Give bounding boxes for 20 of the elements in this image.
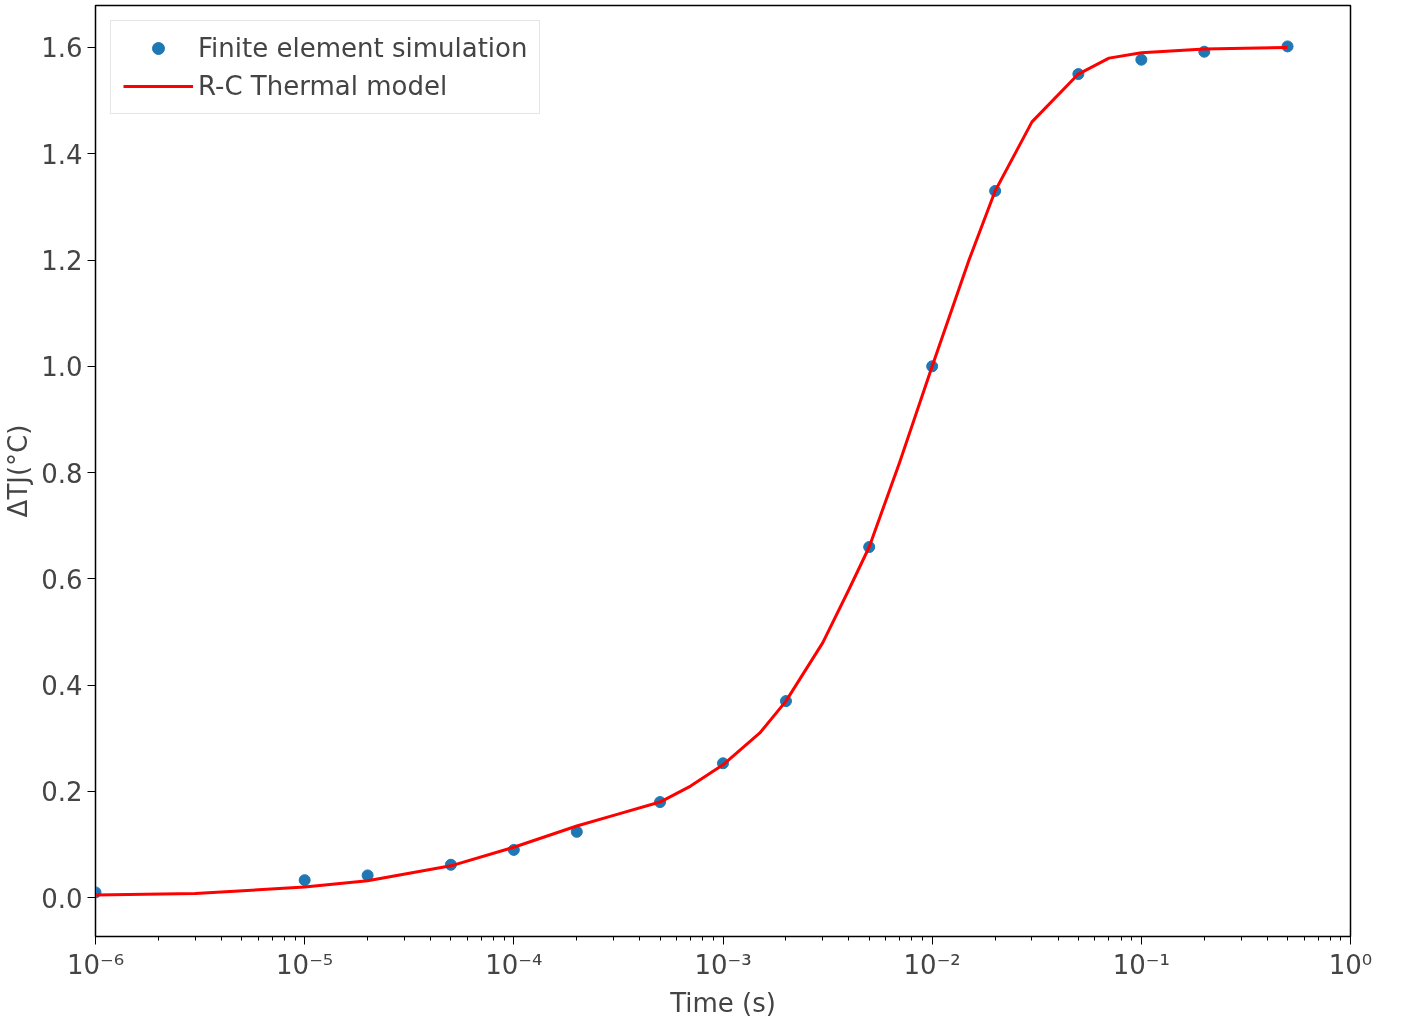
x-axis-title: Time (s)	[669, 987, 776, 1018]
y-tick-label: 1.0	[41, 352, 83, 383]
y-tick-label: 1.6	[41, 33, 83, 64]
y-tick-label: 0.8	[41, 458, 83, 489]
x-tick-label: 10⁻⁴	[485, 949, 543, 980]
x-tick-label: 10⁻⁵	[276, 949, 334, 980]
y-axis-title: ΔTJ(°C)	[3, 424, 34, 518]
x-tick-label: 10⁻³	[694, 949, 752, 980]
x-tick-label: 10⁻¹	[1112, 949, 1170, 980]
y-tick-label: 1.4	[41, 139, 83, 170]
y-tick-label: 1.2	[41, 246, 83, 277]
y-tick-label: 0.6	[41, 564, 83, 595]
y-tick-label: 0.0	[41, 883, 83, 914]
x-tick-label: 10⁰	[1328, 949, 1373, 980]
x-tick-label: 10⁻²	[903, 949, 961, 980]
y-tick-label: 0.4	[41, 671, 83, 702]
legend-label: R-C Thermal model	[198, 71, 448, 101]
x-tick-label: 10⁻⁶	[66, 949, 125, 980]
legend-label: Finite element simulation	[198, 33, 528, 63]
y-tick-label: 0.2	[41, 777, 83, 808]
